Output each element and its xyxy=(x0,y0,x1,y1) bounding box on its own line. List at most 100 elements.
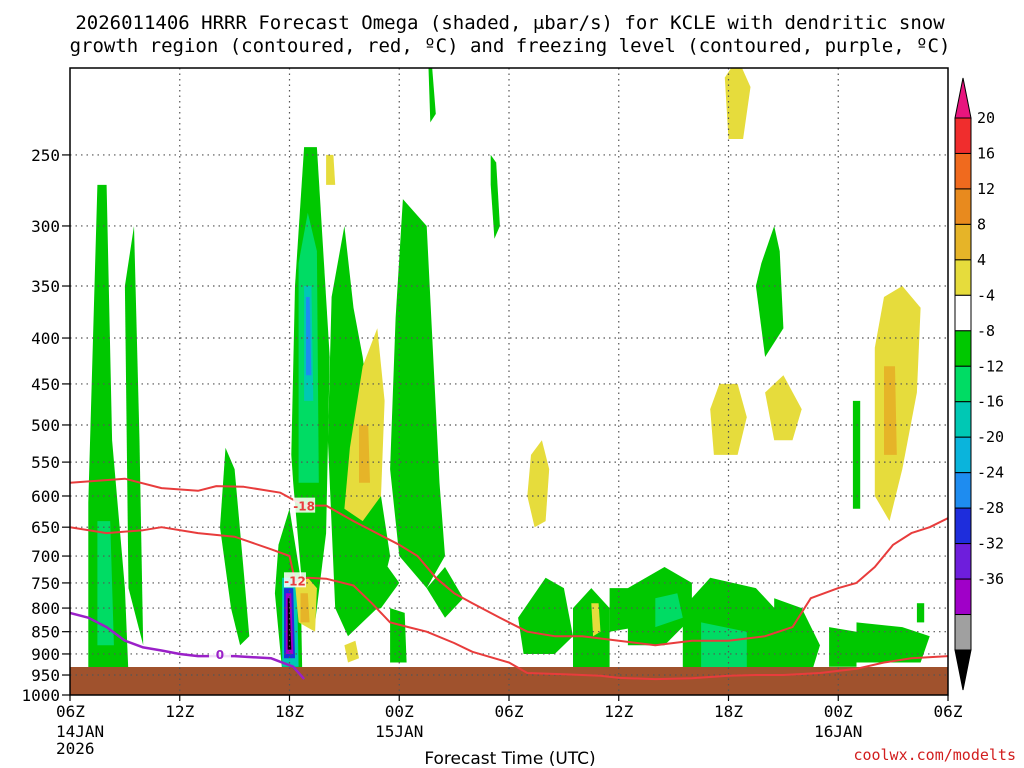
dendritic-contour-0-label: -18 xyxy=(293,500,315,514)
y-tick-label-850: 850 xyxy=(31,623,60,642)
temperature-contours: -18 -12 0 xyxy=(70,477,948,681)
x-tick-label-5: 12Z xyxy=(604,702,633,721)
x-tick-date-3: 15JAN xyxy=(375,722,423,741)
omega-positive-region-12 xyxy=(344,640,359,663)
omega-region-22 xyxy=(655,593,683,628)
x-tick-label-2: 18Z xyxy=(275,702,304,721)
freezing-level-contour-label-bg xyxy=(208,645,231,661)
omega-region-2 xyxy=(124,226,144,646)
colorbar-label-0: 20 xyxy=(977,109,995,127)
colorbar-segment-9 xyxy=(954,401,972,438)
y-tick-label-600: 600 xyxy=(31,487,60,506)
y-tick-label-550: 550 xyxy=(31,453,60,472)
colorbar-label-7: -12 xyxy=(977,357,1004,375)
y-tick-label-400: 400 xyxy=(31,329,60,348)
grid xyxy=(70,68,948,695)
omega-region-12 xyxy=(306,297,312,376)
omega-positive-region-7 xyxy=(710,383,747,455)
x-tick-label-3: 00Z xyxy=(385,702,414,721)
x-tick-date-0: 14JAN xyxy=(56,722,104,741)
colorbar-segment-11 xyxy=(954,472,972,509)
freezing-level-contour-label: 0 xyxy=(216,648,224,662)
omega-region-15 xyxy=(344,544,400,618)
y-tick-label-250: 250 xyxy=(31,146,60,165)
y-tick-label-900: 900 xyxy=(31,645,60,664)
omega-region-29 xyxy=(490,154,500,239)
omega-shading xyxy=(88,68,930,675)
colorbar-segment-16 xyxy=(954,649,972,691)
y-tick-label-700: 700 xyxy=(31,547,60,566)
colorbar-segment-15 xyxy=(954,614,972,651)
dendritic-contour-1-label: -12 xyxy=(284,574,306,588)
colorbar-segment-10 xyxy=(954,436,972,474)
x-axis-label: Forecast Time (UTC) xyxy=(424,749,595,768)
colorbar-label-13: -36 xyxy=(977,570,1004,588)
omega-positive-region-0 xyxy=(344,328,385,522)
y-tick-label-1000: 1000 xyxy=(21,686,60,705)
omega-region-3 xyxy=(220,447,250,646)
x-tick-label-1: 12Z xyxy=(165,702,194,721)
colorbar-segment-5 xyxy=(954,259,972,296)
y-tick-label-500: 500 xyxy=(31,416,60,435)
y-axis: 250 300 350 400 450 500 550 600 650 700 750 800 850 9… xyxy=(21,146,70,705)
omega-region-17 xyxy=(426,567,464,618)
colorbar-segment-12 xyxy=(954,507,972,545)
omega-positive-region-8 xyxy=(765,375,802,441)
omega-region-25 xyxy=(774,598,820,675)
omega-positive-region-10 xyxy=(326,154,336,185)
y-tick-label-750: 750 xyxy=(31,574,60,593)
omega-region-30 xyxy=(428,68,436,123)
colorbar-segment-13 xyxy=(954,543,972,580)
x-tick-date-7: 16JAN xyxy=(814,722,862,741)
x-tick-label-4: 06Z xyxy=(495,702,524,721)
colorbar-label-12: -32 xyxy=(977,535,1004,553)
omega-positive-region-11 xyxy=(591,603,601,637)
colorbar-label-6: -8 xyxy=(977,322,995,340)
dendritic-contour-0-line xyxy=(70,477,948,647)
colorbar-label-11: -28 xyxy=(977,499,1004,517)
x-tick-year-0: 2026 xyxy=(56,739,95,758)
omega-region-31 xyxy=(852,400,861,509)
colorbar-segment-6 xyxy=(954,294,972,332)
omega-region-24 xyxy=(701,622,747,671)
colorbar-segment-14 xyxy=(954,578,972,616)
omega-region-27 xyxy=(856,622,930,663)
colorbar-segment-7 xyxy=(954,330,972,367)
y-tick-label-450: 450 xyxy=(31,375,60,394)
colorbar-label-10: -24 xyxy=(977,464,1004,482)
freezing-level-contour-line xyxy=(70,611,306,680)
omega-region-19 xyxy=(573,588,610,671)
dendritic-contour-0-label-bg xyxy=(293,497,316,513)
y-tick-label-350: 350 xyxy=(31,277,60,296)
y-tick-label-800: 800 xyxy=(31,599,60,618)
y-tick-label-650: 650 xyxy=(31,518,60,537)
colorbar-label-9: -20 xyxy=(977,428,1004,446)
omega-region-14 xyxy=(390,199,445,589)
chart-title-line2: growth region (contoured, red, ºC) and f… xyxy=(70,35,951,57)
colorbar: 20 16 12 8 4 -4 -8 -12 -16 -20 -24 -28 -32 -36 xyxy=(954,77,1004,691)
omega-region-1 xyxy=(97,521,114,646)
credit-text: coolwx.com/modelts xyxy=(853,746,1016,764)
omega-positive-region-5 xyxy=(874,286,921,522)
omega-region-16 xyxy=(390,608,407,663)
x-tick-label-7: 00Z xyxy=(824,702,853,721)
omega-positive-region-4 xyxy=(300,593,310,623)
omega-positive-region-9 xyxy=(724,68,751,139)
colorbar-label-1: 16 xyxy=(977,144,995,162)
colorbar-segment-4 xyxy=(954,223,972,261)
omega-region-28 xyxy=(755,226,784,357)
colorbar-label-2: 12 xyxy=(977,180,995,198)
colorbar-segment-1 xyxy=(954,117,972,154)
omega-region-18 xyxy=(518,577,573,654)
omega-positive-region-1 xyxy=(359,425,370,483)
omega-region-32 xyxy=(916,603,925,623)
omega-region-26 xyxy=(829,627,857,667)
colorbar-label-4: 4 xyxy=(977,251,986,269)
colorbar-label-5: -4 xyxy=(977,286,995,304)
y-tick-label-950: 950 xyxy=(31,666,60,685)
x-tick-label-6: 18Z xyxy=(714,702,743,721)
colorbar-segment-8 xyxy=(954,365,972,403)
y-tick-label-300: 300 xyxy=(31,217,60,236)
